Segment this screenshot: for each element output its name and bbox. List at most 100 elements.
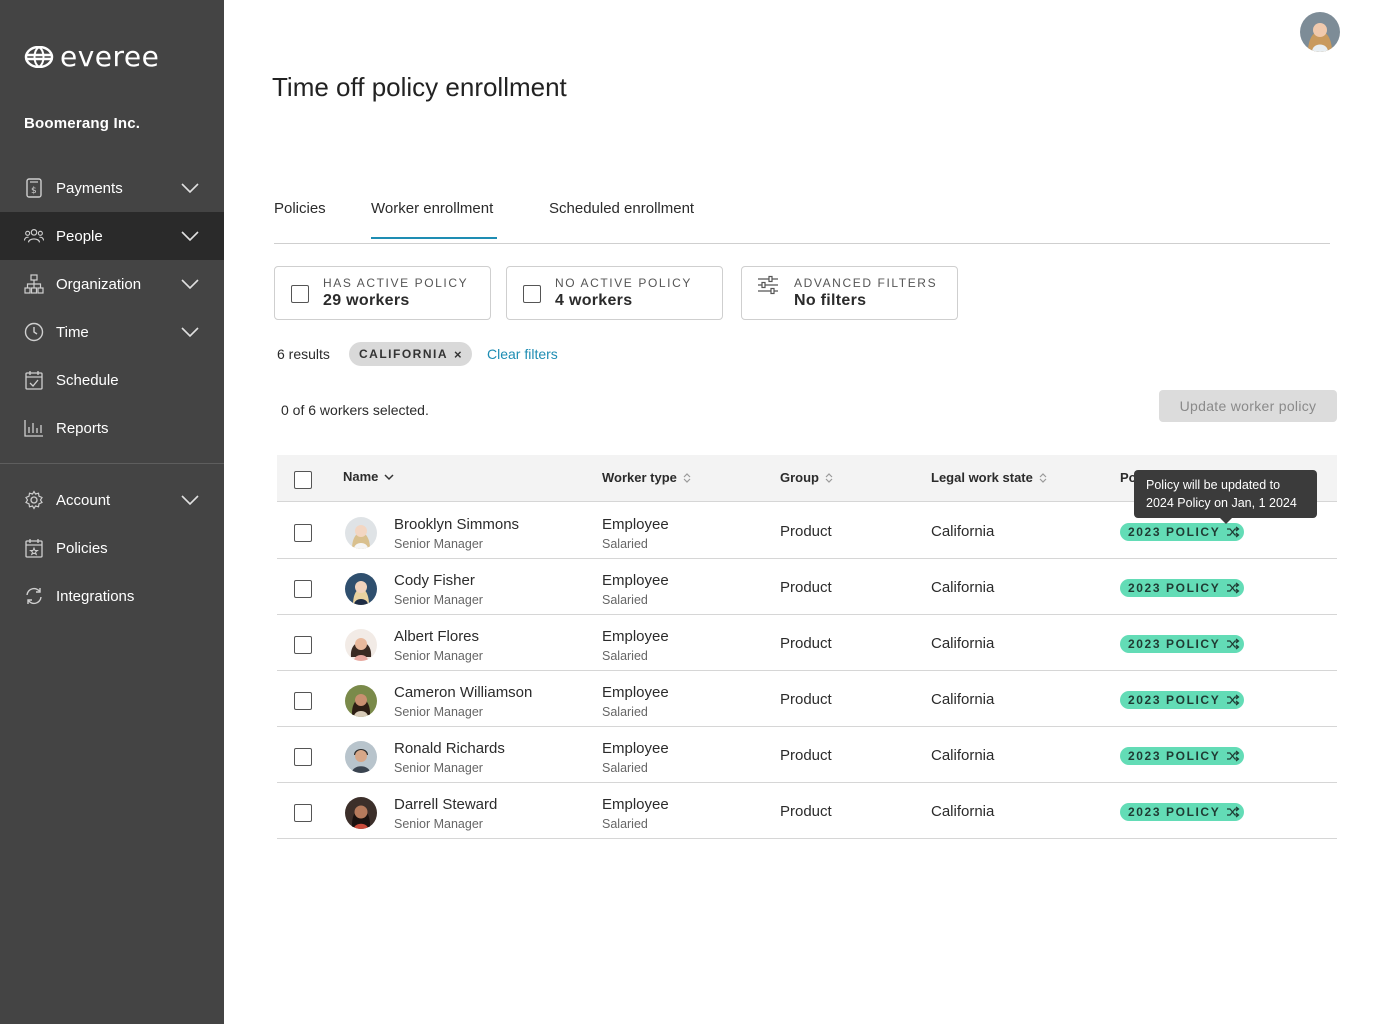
policy-badge[interactable]: 2023 POLICY bbox=[1120, 579, 1245, 597]
table-row[interactable]: Cody Fisher Senior Manager Employee Sala… bbox=[277, 559, 1337, 615]
worker-type: Employee bbox=[602, 516, 669, 533]
close-icon[interactable]: × bbox=[454, 346, 462, 362]
table-row[interactable]: Ronald Richards Senior Manager Employee … bbox=[277, 727, 1337, 783]
sidebar-item-account[interactable]: Account bbox=[0, 476, 224, 524]
tab-worker-enrollment[interactable]: Worker enrollment bbox=[371, 200, 498, 239]
table-row[interactable]: Darrell Steward Senior Manager Employee … bbox=[277, 783, 1337, 839]
selection-status: 0 of 6 workers selected. bbox=[281, 402, 429, 418]
sidebar-item-label: Payments bbox=[56, 179, 123, 197]
filter-checkbox[interactable] bbox=[523, 285, 541, 303]
tab-scheduled-enrollment[interactable]: Scheduled enrollment bbox=[549, 200, 695, 217]
policy-badge[interactable]: 2023 POLICY bbox=[1120, 803, 1245, 821]
worker-name[interactable]: Cody Fisher bbox=[394, 572, 475, 589]
sidebar-item-organization[interactable]: Organization bbox=[0, 260, 224, 308]
worker-name[interactable]: Ronald Richards bbox=[394, 740, 505, 757]
policy-badge[interactable]: 2023 POLICY bbox=[1120, 747, 1245, 765]
chip-label: CALIFORNIA bbox=[359, 347, 448, 361]
sidebar-item-policies[interactable]: Policies bbox=[0, 524, 224, 572]
filter-label: NO ACTIVE POLICY bbox=[555, 276, 692, 290]
row-checkbox[interactable] bbox=[294, 804, 312, 822]
worker-type: Employee bbox=[602, 572, 669, 589]
filter-value: No filters bbox=[794, 292, 867, 309]
sidebar-item-time[interactable]: Time bbox=[0, 308, 224, 356]
filter-value: 4 workers bbox=[555, 292, 633, 309]
filter-advanced[interactable]: ADVANCED FILTERS No filters bbox=[741, 266, 958, 320]
user-avatar[interactable] bbox=[1300, 12, 1340, 52]
row-checkbox[interactable] bbox=[294, 524, 312, 542]
sync-icon bbox=[24, 586, 44, 606]
sidebar-item-schedule[interactable]: Schedule bbox=[0, 356, 224, 404]
tab-policies[interactable]: Policies bbox=[274, 200, 326, 217]
worker-pay-type: Salaried bbox=[602, 705, 648, 719]
avatar bbox=[345, 741, 377, 773]
row-checkbox[interactable] bbox=[294, 636, 312, 654]
column-header-policy[interactable]: Po bbox=[1120, 470, 1137, 485]
worker-role: Senior Manager bbox=[394, 705, 483, 719]
sidebar-item-people[interactable]: People bbox=[0, 212, 224, 260]
column-header-name[interactable]: Name bbox=[343, 469, 394, 484]
sort-desc-icon bbox=[384, 473, 394, 480]
worker-state: California bbox=[931, 523, 995, 540]
sidebar-item-reports[interactable]: Reports bbox=[0, 404, 224, 452]
worker-role: Senior Manager bbox=[394, 761, 483, 775]
column-header-legal-work-state[interactable]: Legal work state bbox=[931, 470, 1047, 485]
column-header-group[interactable]: Group bbox=[780, 470, 833, 485]
sidebar-item-integrations[interactable]: Integrations bbox=[0, 572, 224, 620]
policy-label: 2023 POLICY bbox=[1128, 749, 1221, 763]
policy-label: 2023 POLICY bbox=[1128, 693, 1221, 707]
worker-type: Employee bbox=[602, 740, 669, 757]
column-header-worker-type[interactable]: Worker type bbox=[602, 470, 691, 485]
shuffle-icon bbox=[1227, 526, 1240, 538]
row-checkbox[interactable] bbox=[294, 580, 312, 598]
shuffle-icon bbox=[1227, 638, 1240, 650]
chevron-down-icon[interactable] bbox=[180, 230, 200, 242]
everee-logo[interactable]: everee bbox=[24, 42, 159, 72]
column-label: Po bbox=[1120, 470, 1137, 485]
worker-name[interactable]: Brooklyn Simmons bbox=[394, 516, 520, 533]
worker-pay-type: Salaried bbox=[602, 817, 648, 831]
worker-name[interactable]: Cameron Williamson bbox=[394, 684, 533, 701]
sort-icon bbox=[1039, 472, 1047, 483]
company-name[interactable]: Boomerang Inc. bbox=[24, 115, 141, 132]
sidebar-item-label: Schedule bbox=[56, 371, 119, 389]
row-checkbox[interactable] bbox=[294, 748, 312, 766]
table-row[interactable]: Brooklyn Simmons Senior Manager Employee… bbox=[277, 503, 1337, 559]
shuffle-icon bbox=[1227, 582, 1240, 594]
sidebar-item-payments[interactable]: $ Payments bbox=[0, 164, 224, 212]
tab-bar: Policies Worker enrollment Scheduled enr… bbox=[274, 184, 1330, 244]
filter-checkbox[interactable] bbox=[291, 285, 309, 303]
filter-has-active-policy[interactable]: HAS ACTIVE POLICY 29 workers bbox=[274, 266, 491, 320]
worker-pay-type: Salaried bbox=[602, 649, 648, 663]
policy-badge[interactable]: 2023 POLICY bbox=[1120, 691, 1245, 709]
sidebar-item-label: Integrations bbox=[56, 587, 135, 605]
select-all-checkbox[interactable] bbox=[294, 471, 312, 489]
chevron-down-icon[interactable] bbox=[180, 278, 200, 290]
sidebar-divider bbox=[0, 463, 224, 464]
policy-badge[interactable]: 2023 POLICY bbox=[1120, 523, 1245, 541]
worker-group: Product bbox=[780, 747, 832, 764]
column-label: Worker type bbox=[602, 470, 677, 485]
chevron-down-icon[interactable] bbox=[180, 326, 200, 338]
page-title: Time off policy enrollment bbox=[272, 72, 567, 102]
worker-name[interactable]: Darrell Steward bbox=[394, 796, 498, 813]
policy-badge[interactable]: 2023 POLICY bbox=[1120, 635, 1245, 653]
row-checkbox[interactable] bbox=[294, 692, 312, 710]
worker-pay-type: Salaried bbox=[602, 593, 648, 607]
filter-no-active-policy[interactable]: NO ACTIVE POLICY 4 workers bbox=[506, 266, 723, 320]
worker-group: Product bbox=[780, 579, 832, 596]
worker-name[interactable]: Albert Flores bbox=[394, 628, 480, 645]
worker-role: Senior Manager bbox=[394, 537, 483, 551]
worker-pay-type: Salaried bbox=[602, 537, 648, 551]
chevron-down-icon[interactable] bbox=[180, 494, 200, 506]
filter-value: 29 workers bbox=[323, 292, 410, 309]
sidebar-item-label: Organization bbox=[56, 275, 142, 293]
filter-label: ADVANCED FILTERS bbox=[794, 276, 938, 290]
avatar bbox=[345, 573, 377, 605]
table-row[interactable]: Cameron Williamson Senior Manager Employ… bbox=[277, 671, 1337, 727]
shuffle-icon bbox=[1227, 806, 1240, 818]
worker-role: Senior Manager bbox=[394, 593, 483, 607]
update-worker-policy-button[interactable]: Update worker policy bbox=[1159, 390, 1337, 422]
clear-filters-link[interactable]: Clear filters bbox=[487, 346, 558, 362]
chevron-down-icon[interactable] bbox=[180, 182, 200, 194]
table-row[interactable]: Albert Flores Senior Manager Employee Sa… bbox=[277, 615, 1337, 671]
